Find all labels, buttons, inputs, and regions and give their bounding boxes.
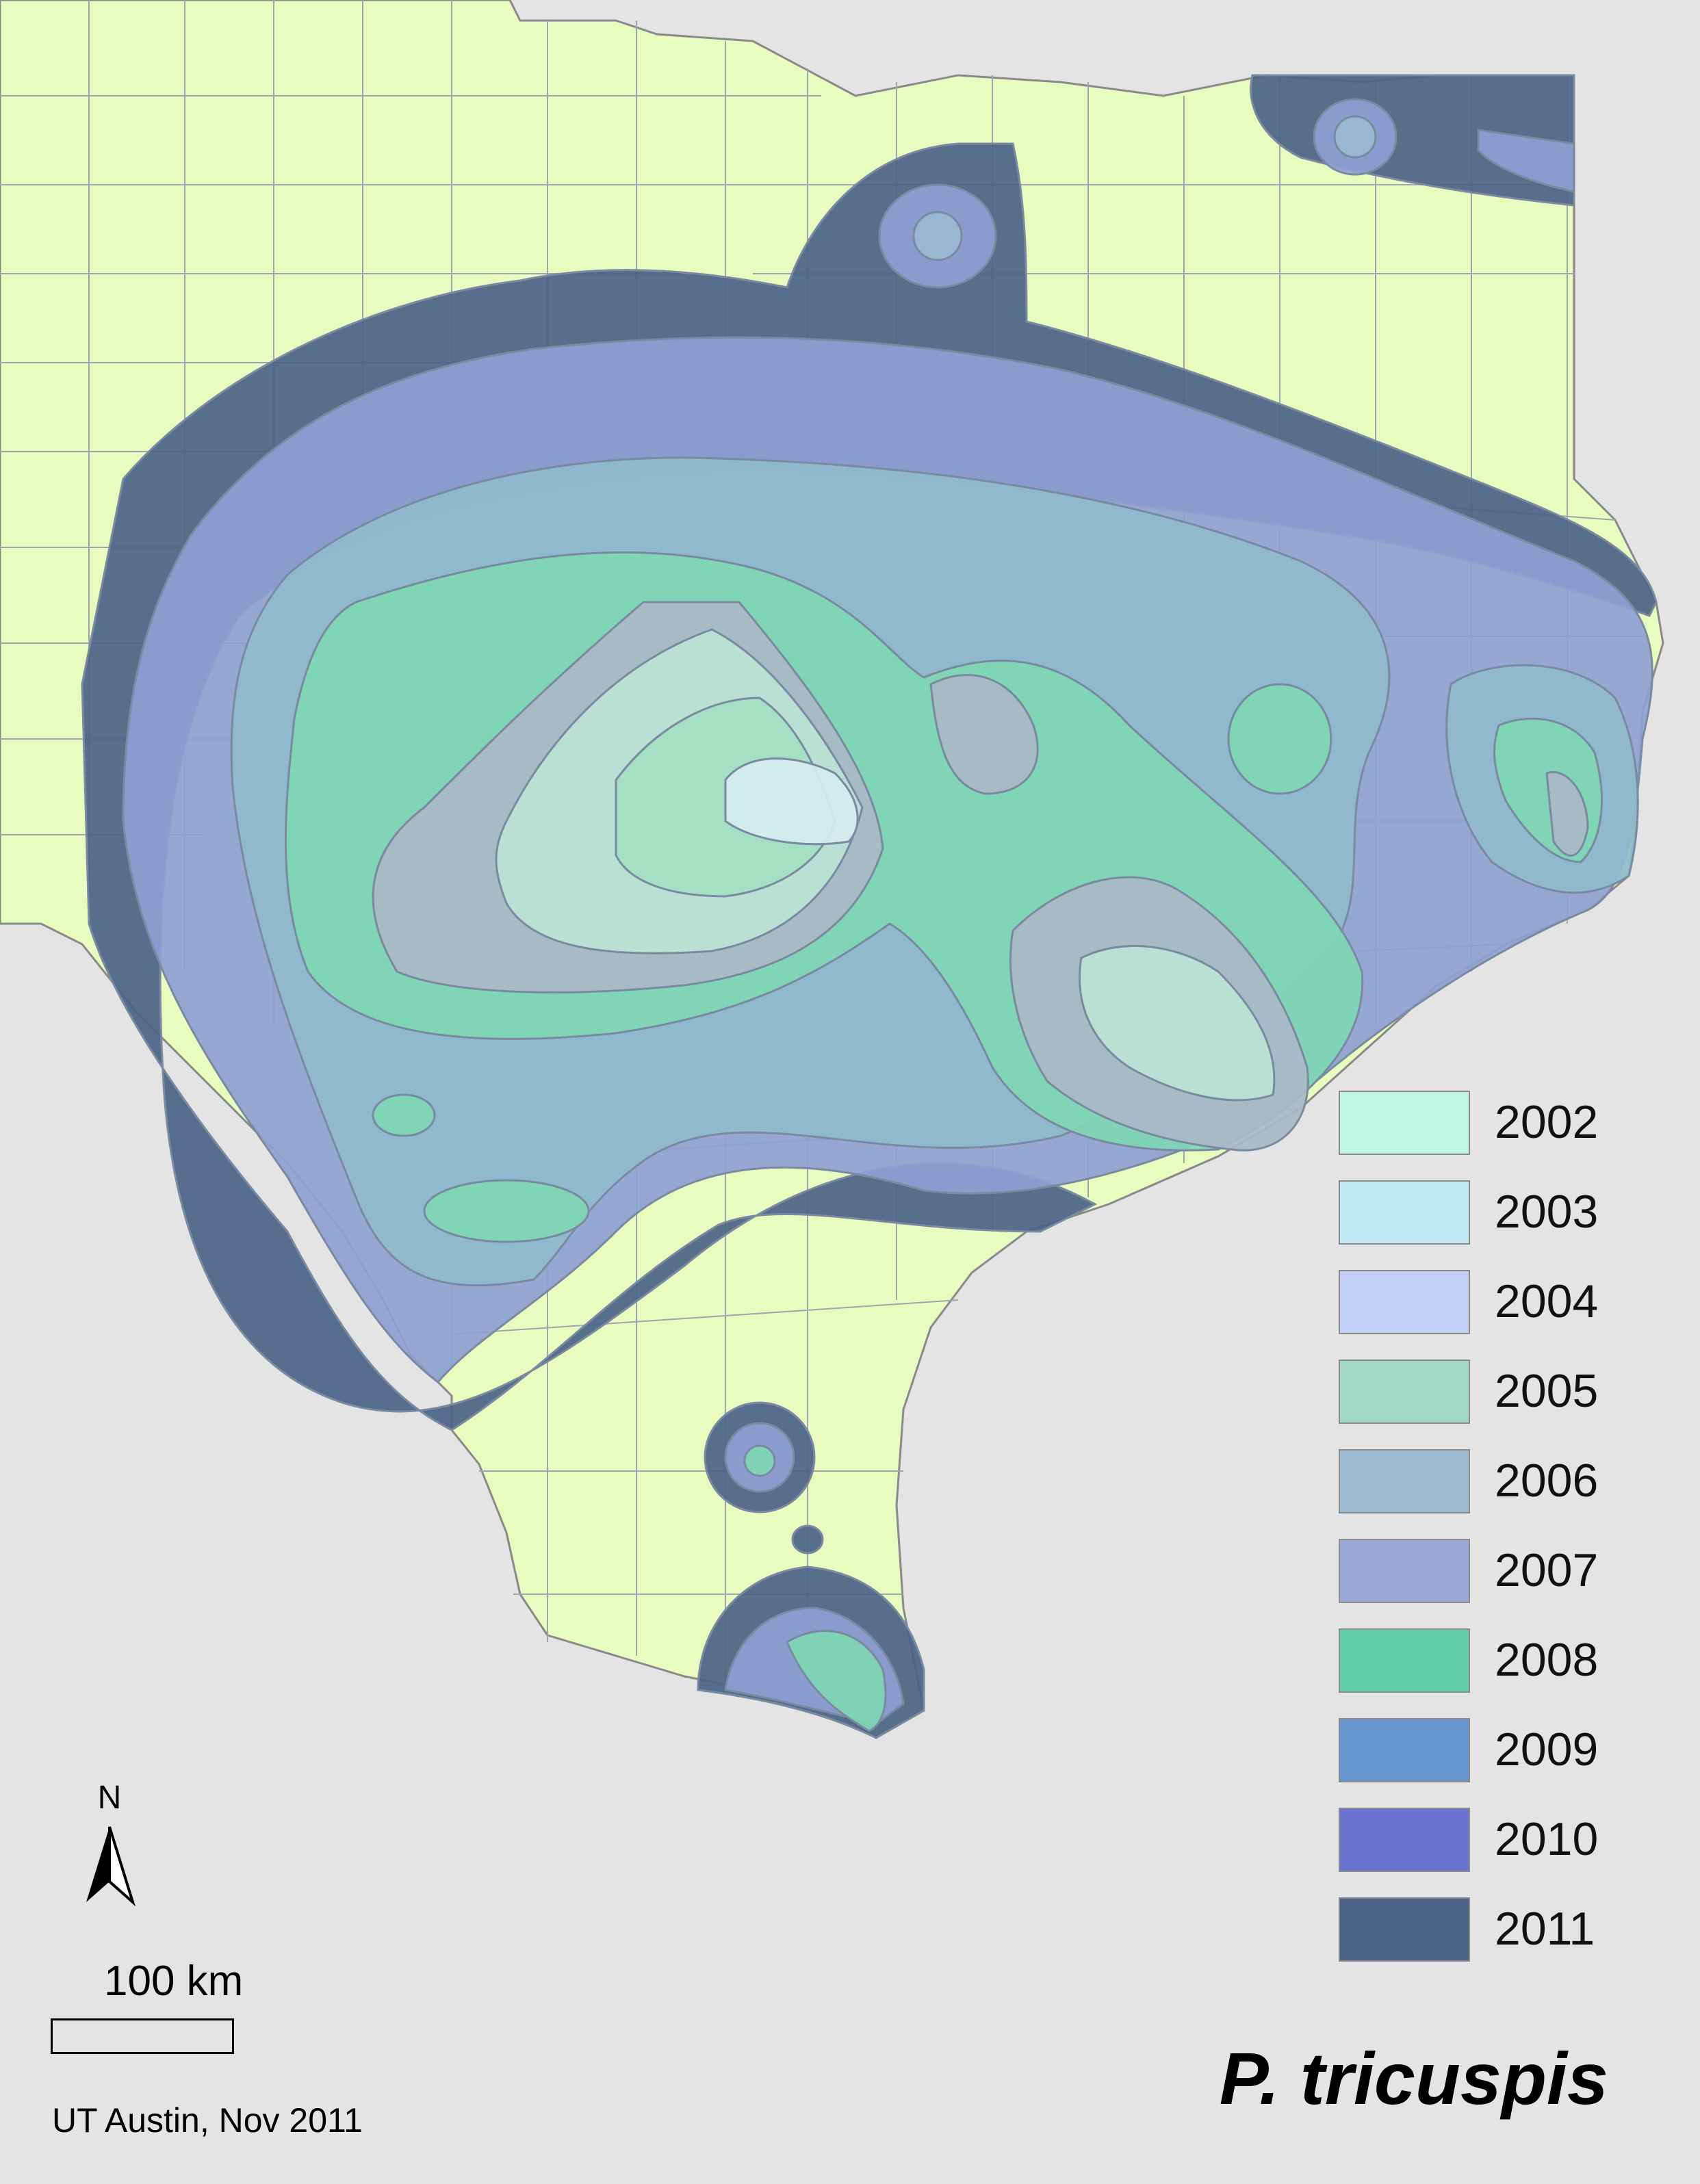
contour-top-2006 xyxy=(912,211,963,261)
contour-east-2007 xyxy=(1545,771,1589,857)
contour-north-2006 xyxy=(1333,115,1377,159)
scale-label: 100 km xyxy=(104,1958,244,2005)
north-arrow: N xyxy=(77,1779,142,1916)
legend-label: 2008 xyxy=(1495,1634,1599,1686)
legend-swatch xyxy=(1339,1897,1470,1962)
legend-item-2002: 2002 xyxy=(1339,1088,1626,1178)
contour-2005-se xyxy=(1079,945,1276,1102)
contour-ne-2007 xyxy=(1477,129,1575,193)
legend-swatch xyxy=(1339,1539,1470,1603)
contour-west-2008b xyxy=(423,1179,590,1243)
legend-label: 2010 xyxy=(1495,1813,1599,1865)
contour-bands xyxy=(81,74,1658,1739)
legend-label: 2005 xyxy=(1495,1365,1599,1417)
legend-swatch xyxy=(1339,1091,1470,1155)
legend-label: 2004 xyxy=(1495,1275,1599,1327)
legend-swatch xyxy=(1339,1808,1470,1872)
legend-item-2010: 2010 xyxy=(1339,1805,1626,1895)
legend-swatch xyxy=(1339,1718,1470,1782)
scale-bar xyxy=(51,2018,234,2054)
legend-swatch xyxy=(1339,1270,1470,1334)
species-title: P. tricuspis xyxy=(1219,2037,1608,2120)
legend-label: 2006 xyxy=(1495,1455,1599,1507)
north-label: N xyxy=(97,1780,122,1816)
legend-item-2003: 2003 xyxy=(1339,1178,1626,1267)
legend-item-2011: 2011 xyxy=(1339,1895,1626,1984)
legend-label: 2009 xyxy=(1495,1724,1599,1776)
legend: 2002 2003 2004 2005 2006 2007 2008 2009 … xyxy=(1339,1088,1626,1984)
north-arrow-icon xyxy=(86,1826,136,1907)
legend-label: 2002 xyxy=(1495,1096,1599,1148)
credit-text: UT Austin, Nov 2011 xyxy=(52,2101,363,2140)
contour-west-2008a xyxy=(372,1093,436,1137)
contour-south-small xyxy=(791,1524,824,1555)
legend-label: 2003 xyxy=(1495,1186,1599,1238)
contour-2007-mid xyxy=(929,674,1039,795)
legend-swatch xyxy=(1339,1628,1470,1693)
legend-item-2008: 2008 xyxy=(1339,1626,1626,1715)
legend-swatch xyxy=(1339,1180,1470,1245)
legend-item-2006: 2006 xyxy=(1339,1446,1626,1536)
legend-item-2007: 2007 xyxy=(1339,1536,1626,1626)
legend-swatch xyxy=(1339,1360,1470,1424)
contour-2003-core xyxy=(724,757,859,846)
legend-label: 2007 xyxy=(1495,1544,1599,1596)
legend-item-2004: 2004 xyxy=(1339,1267,1626,1357)
contour-blob-2008 xyxy=(1227,683,1332,795)
legend-label: 2011 xyxy=(1495,1903,1595,1955)
contour-tip-2008 xyxy=(786,1630,887,1732)
legend-swatch xyxy=(1339,1449,1470,1513)
contour-south-2005 xyxy=(743,1444,776,1477)
legend-item-2005: 2005 xyxy=(1339,1357,1626,1446)
legend-item-2009: 2009 xyxy=(1339,1715,1626,1805)
